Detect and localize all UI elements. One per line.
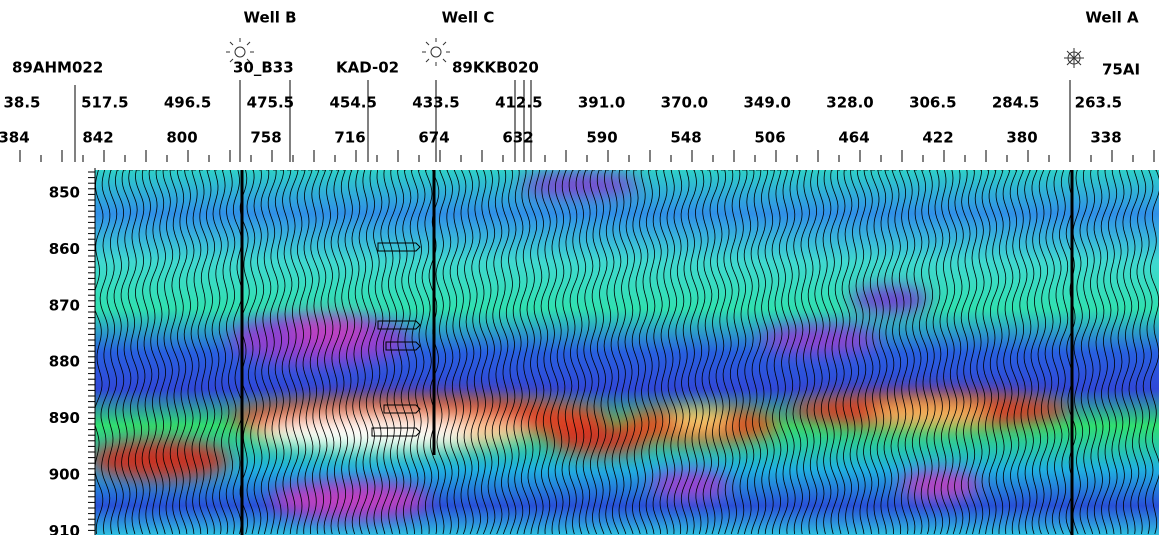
depth-label: 860	[49, 240, 80, 258]
shotpoint-label: 328.0	[826, 94, 873, 112]
depth-label: 910	[49, 522, 80, 535]
cdp-label: 338	[1090, 129, 1121, 147]
cdp-label: 674	[418, 129, 449, 147]
cdp-label: 842	[82, 129, 113, 147]
shotpoint-label: 284.5	[992, 94, 1039, 112]
cdp-label: 716	[334, 129, 365, 147]
shotpoint-label: 475.5	[247, 94, 294, 112]
shotpoint-label: 370.0	[661, 94, 708, 112]
well-markers	[371, 242, 421, 437]
shotpoint-label: 38.5	[3, 94, 40, 112]
shotpoint-label: 496.5	[164, 94, 211, 112]
depth-label: 870	[49, 296, 80, 314]
depth-label: 850	[49, 184, 80, 202]
well-name: Well B	[243, 9, 296, 27]
cdp-label: 380	[1006, 129, 1037, 147]
shotpoint-label: 412.5	[495, 94, 542, 112]
well-label: KAD-02	[336, 59, 399, 77]
shotpoint-label: 306.5	[909, 94, 956, 112]
well-name: Well A	[1085, 9, 1139, 27]
amplitude-image	[95, 170, 1159, 535]
cdp-label: 632	[502, 129, 533, 147]
cdp-label: 758	[250, 129, 281, 147]
cdp-label: 548	[670, 129, 701, 147]
cdp-label: 800	[166, 129, 197, 147]
wiggle-traces	[95, 170, 1159, 535]
shotpoint-label: 517.5	[81, 94, 128, 112]
cdp-label: 464	[838, 129, 869, 147]
shotpoint-label: 391.0	[578, 94, 625, 112]
shotpoint-label: 454.5	[329, 94, 376, 112]
line-label: 89KKB020	[452, 59, 539, 77]
well-name: Well C	[442, 9, 495, 27]
cdp-label: 506	[754, 129, 785, 147]
cdp-label: 590	[586, 129, 617, 147]
depth-label: 880	[49, 353, 80, 371]
shotpoint-label: 349.0	[743, 94, 790, 112]
well-symbols	[226, 38, 1084, 68]
well-label: 75AI	[1102, 61, 1140, 79]
depth-label: 900	[49, 466, 80, 484]
well-label: 30_B33	[233, 59, 294, 77]
cdp-label: 422	[922, 129, 953, 147]
shotpoint-label: 433.5	[412, 94, 459, 112]
tick-marks	[19, 150, 1155, 531]
depth-label: 890	[49, 409, 80, 427]
line-label: 89AHM022	[12, 59, 103, 77]
shotpoint-label: 263.5	[1075, 94, 1122, 112]
cdp-label: 384	[0, 129, 30, 147]
